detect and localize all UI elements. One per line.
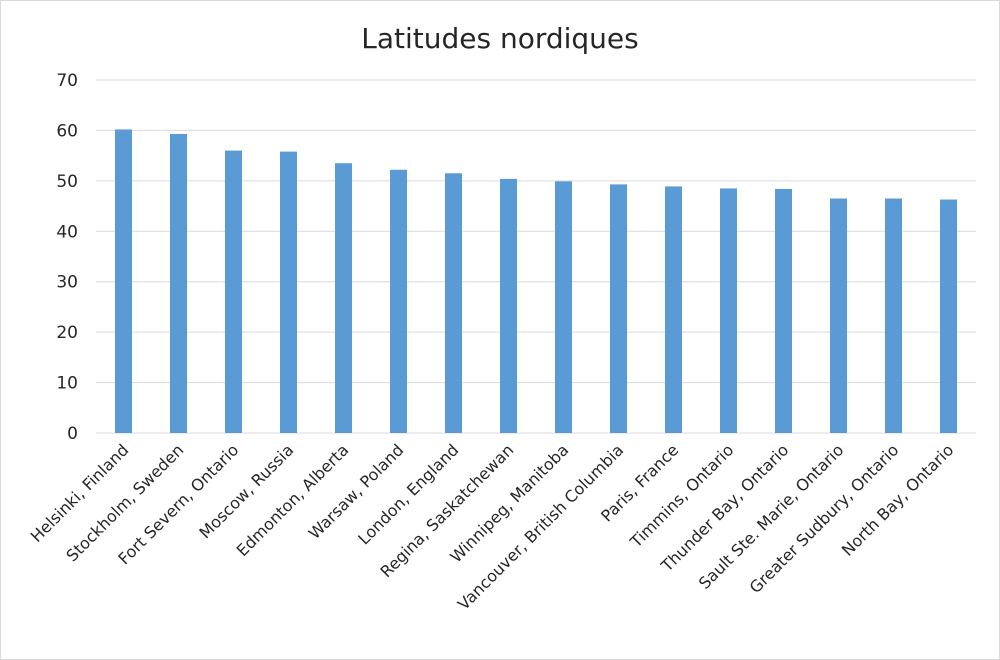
bar — [170, 133, 187, 434]
y-tick-label: 50 — [56, 172, 78, 192]
y-tick-label: 30 — [56, 273, 78, 293]
bar — [555, 181, 572, 433]
bar — [720, 188, 737, 433]
bar — [445, 173, 462, 434]
bar — [830, 198, 847, 433]
bars — [115, 129, 957, 434]
bar — [335, 163, 352, 433]
y-tick-label: 70 — [56, 71, 78, 91]
bar — [775, 188, 792, 433]
bar — [610, 184, 627, 433]
bar — [885, 198, 902, 433]
bar — [280, 151, 297, 433]
x-category-label: Moscow, Russia — [195, 440, 297, 542]
x-category-label: Helsinki, Finland — [27, 440, 133, 546]
y-axis-tick-labels: 0 10 20 30 40 50 60 70 — [56, 71, 78, 444]
x-category-label: Warsaw, Poland — [305, 440, 408, 543]
bar — [940, 199, 957, 433]
y-tick-label: 60 — [56, 121, 78, 141]
bar — [665, 186, 682, 433]
bar — [115, 129, 132, 434]
bar — [225, 150, 242, 433]
bar — [390, 169, 407, 433]
x-category-label: Timmins, Ontario — [626, 440, 737, 551]
x-category-label: London, England — [354, 440, 462, 548]
y-tick-label: 0 — [67, 424, 78, 444]
bar — [500, 178, 517, 433]
y-tick-label: 10 — [56, 374, 78, 394]
chart-title: Latitudes nordiques — [361, 22, 639, 55]
y-tick-label: 20 — [56, 323, 78, 343]
gridlines — [96, 79, 976, 434]
y-tick-label: 40 — [56, 222, 78, 242]
